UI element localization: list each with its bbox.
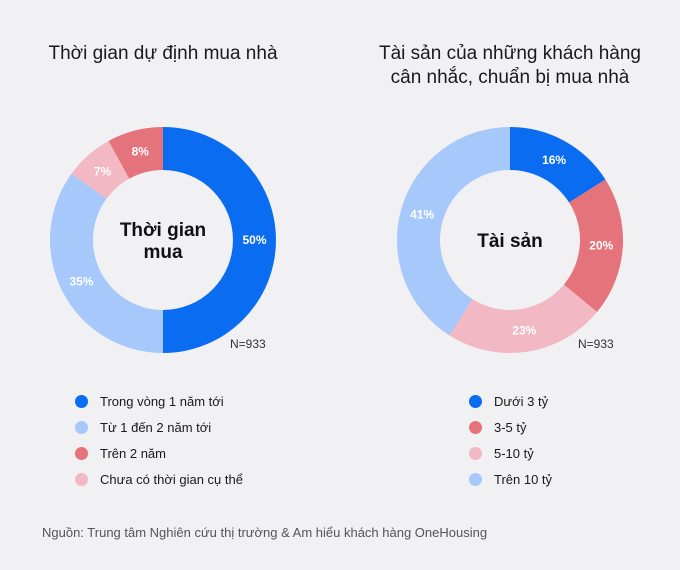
slice-value-label: 50% [242, 233, 266, 247]
legend-swatch [75, 394, 88, 408]
legend-item: Chưa có thời gian cụ thể [75, 466, 243, 492]
donut-center-label: mua [143, 242, 183, 263]
legend-item: Trong vòng 1 năm tới [75, 388, 243, 414]
legend-swatch [469, 394, 482, 408]
donut-slice-0 [163, 127, 276, 353]
donut-center-label: Tài sản [477, 231, 542, 252]
slice-value-label: 41% [410, 207, 434, 221]
donut-center-label: Thời gian [120, 220, 206, 241]
donut-slice-2 [71, 140, 130, 199]
legend-swatch [469, 446, 482, 460]
legend-swatch [75, 420, 88, 434]
legend-swatch [75, 472, 88, 486]
legend-item: Trên 10 tỷ [469, 466, 552, 492]
legend-assets: Dưới 3 tỷ 3-5 tỷ 5-10 tỷ Trên 10 tỷ [469, 388, 552, 492]
donut-slice-3 [397, 127, 510, 336]
sample-size-label: N=933 [230, 337, 266, 351]
legend-label: 5-10 tỷ [494, 445, 534, 461]
legend-purchase-time: Trong vòng 1 năm tới Từ 1 đến 2 năm tới Tr… [75, 388, 243, 492]
legend-label: 3-5 tỷ [494, 419, 527, 435]
legend-item: Dưới 3 tỷ [469, 388, 552, 414]
sample-size-label: N=933 [578, 337, 614, 351]
slice-value-label: 35% [69, 275, 93, 289]
slice-value-label: 16% [542, 153, 566, 167]
chart-title-assets: Tài sản của những khách hàng cân nhắc, c… [340, 42, 680, 90]
chart-title-line: Tài sản của những khách hàng [378, 43, 641, 64]
slice-value-label: 23% [512, 323, 536, 337]
legend-swatch [469, 420, 482, 434]
legend-label: Từ 1 đến 2 năm tới [100, 419, 212, 435]
legend-swatch [469, 472, 482, 486]
donut-slice-0 [510, 127, 606, 203]
legend-label: Trong vòng 1 năm tới [100, 393, 224, 409]
slice-value-label: 20% [589, 239, 613, 253]
slice-value-label: 7% [94, 164, 112, 178]
legend-swatch [75, 446, 88, 460]
donut-slice-1 [563, 179, 623, 313]
legend-label: Chưa có thời gian cụ thể [100, 471, 243, 487]
donut-slice-1 [50, 173, 163, 353]
legend-item: Trên 2 năm [75, 440, 243, 466]
donut-chart-assets: 16% 20% 23% 41% Tài sản [397, 127, 623, 353]
legend-item: 3-5 tỷ [469, 414, 552, 440]
legend-label: Trên 10 tỷ [494, 471, 553, 487]
legend-label: Dưới 3 tỷ [494, 393, 549, 409]
source-note: Nguồn: Trung tâm Nghiên cứu thị trường &… [42, 525, 488, 540]
chart-title-line: cân nhắc, chuẩn bị mua nhà [390, 67, 630, 88]
legend-item: Từ 1 đến 2 năm tới [75, 414, 243, 440]
slice-value-label: 8% [132, 144, 150, 158]
legend-label: Trên 2 năm [100, 445, 166, 461]
donut-slice-3 [108, 127, 163, 179]
chart-title-purchase-time: Thời gian dự định mua nhà [48, 43, 278, 64]
legend-item: 5-10 tỷ [469, 440, 552, 466]
donut-slice-2 [449, 284, 598, 353]
